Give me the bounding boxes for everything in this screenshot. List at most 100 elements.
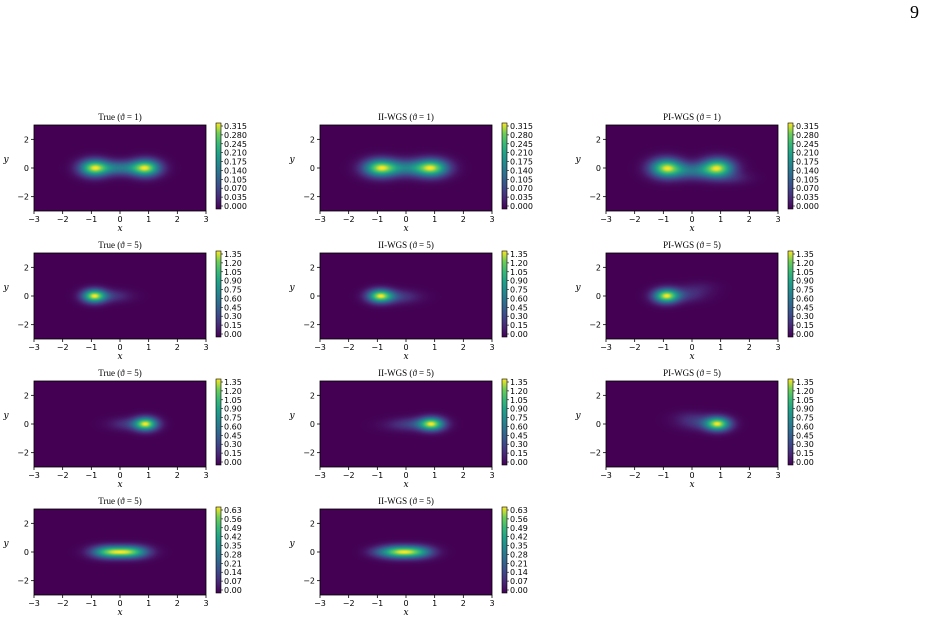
- colorbar-tick-label: 0.75: [510, 414, 528, 423]
- x-axis-label: x: [689, 224, 694, 234]
- colorbar-tick-label: 0.56: [510, 515, 528, 524]
- colorbar-tick-label: 0.035: [796, 193, 819, 202]
- colorbar-tick-label: 0.63: [510, 506, 528, 515]
- x-tick-label: 0: [117, 471, 122, 480]
- colorbar-tick-label: 0.45: [796, 303, 814, 312]
- y-axis-label: y: [574, 155, 581, 165]
- colorbar-tick-label: 0.35: [510, 542, 528, 551]
- x-tick-label: 2: [175, 471, 180, 480]
- y-axis-label: y: [574, 283, 581, 293]
- colorbar-tick-label: 0.15: [796, 449, 814, 458]
- x-axis-label: x: [117, 352, 122, 362]
- colorbar-tick-label: 1.20: [224, 387, 242, 396]
- colorbar-tick-label: 0.245: [510, 140, 533, 149]
- x-tick-label: −1: [657, 343, 669, 352]
- x-tick-label: 0: [689, 343, 694, 352]
- colorbar-tick-label: 1.05: [224, 396, 242, 405]
- x-tick-label: −1: [371, 471, 383, 480]
- x-tick-label: −3: [600, 215, 612, 224]
- colorbar-tick-label: 1.20: [796, 387, 814, 396]
- y-tick-label: 2: [596, 135, 601, 144]
- colorbar-tick-label: 0.210: [796, 149, 819, 158]
- x-tick-label: 2: [461, 471, 466, 480]
- y-tick-label: 0: [24, 420, 29, 429]
- colorbar-tick-label: 0.315: [224, 122, 247, 131]
- colorbar-tick-label: 0.245: [224, 140, 247, 149]
- heatmap-panel: True (ϑ = 5) −3 −2 −1 0 1 2 3 2 0 −2 x y 1.351.201.05…: [2, 240, 241, 362]
- x-tick-label: −2: [57, 343, 69, 352]
- y-axis-label: y: [574, 411, 581, 421]
- x-tick-label: −3: [28, 599, 40, 608]
- y-tick-label: −2: [17, 193, 29, 202]
- colorbar-tick-label: 0.315: [510, 122, 533, 131]
- colorbar-tick-label: 0.280: [510, 131, 533, 140]
- colorbar-tick-label: 0.140: [510, 166, 533, 175]
- y-tick-label: −2: [303, 193, 315, 202]
- panel-title: True (ϑ = 5): [98, 240, 141, 250]
- colorbar-tick-label: 0.245: [796, 140, 819, 149]
- x-tick-label: 3: [489, 599, 494, 608]
- colorbar-tick-label: 0.00: [796, 330, 814, 339]
- colorbar-tick-label: 0.45: [224, 303, 242, 312]
- y-tick-label: 0: [596, 164, 601, 173]
- x-tick-label: −3: [314, 471, 326, 480]
- x-axis-label: x: [403, 352, 408, 362]
- y-tick-label: −2: [17, 449, 29, 458]
- x-tick-label: 2: [747, 215, 752, 224]
- x-tick-label: 1: [432, 215, 437, 224]
- x-tick-label: −3: [28, 215, 40, 224]
- colorbar-tick-label: 0.140: [224, 166, 247, 175]
- x-tick-label: −1: [85, 215, 97, 224]
- heatmap-panel: True (ϑ = 5) −3 −2 −1 0 1 2 3 2 0 −2 x y 1.351.201.05…: [2, 368, 241, 490]
- colorbar-tick-label: 0.00: [510, 458, 528, 467]
- y-axis-label: y: [288, 411, 295, 421]
- y-tick-label: 0: [596, 292, 601, 301]
- colorbar-tick-label: 0.15: [224, 449, 242, 458]
- colorbar-tick-label: 0.28: [510, 550, 528, 559]
- colorbar-tick-label: 1.35: [796, 250, 814, 259]
- x-tick-label: −2: [57, 471, 69, 480]
- colorbar-tick-label: 0.75: [224, 286, 242, 295]
- colorbar-tick-label: 0.60: [796, 294, 814, 303]
- x-tick-label: −2: [343, 215, 355, 224]
- colorbar-tick-label: 0.105: [796, 175, 819, 184]
- colorbar: [501, 250, 508, 338]
- colorbar-tick-label: 0.280: [796, 131, 819, 140]
- colorbar-tick-label: 0.280: [224, 131, 247, 140]
- y-tick-label: 2: [596, 391, 601, 400]
- x-tick-label: 3: [203, 599, 208, 608]
- y-tick-label: 2: [596, 263, 601, 272]
- heatmap-panel: True (ϑ = 1)−3 −2 −1 0 1 2 320−2xy0.3150.2800.…: [2, 112, 246, 234]
- density-heatmap: [606, 125, 778, 211]
- heatmap-panel: II-WGS (ϑ = 5) −3 −2 −1 0 1 2 3 2 0 −2 x y 1.351.201.…: [288, 368, 527, 490]
- colorbar-tick-label: 0.00: [224, 586, 242, 595]
- y-axis-label: y: [2, 411, 9, 421]
- x-tick-label: −1: [85, 599, 97, 608]
- colorbar-tick-label: 0.45: [224, 431, 242, 440]
- x-tick-label: −2: [343, 599, 355, 608]
- colorbar-tick-label: 0.75: [224, 414, 242, 423]
- colorbar-tick-label: 0.14: [224, 568, 242, 577]
- colorbar-tick-label: 0.070: [224, 184, 247, 193]
- x-tick-label: 3: [775, 215, 780, 224]
- colorbar: [215, 506, 222, 594]
- x-tick-label: 2: [747, 343, 752, 352]
- x-axis-label: x: [403, 480, 408, 490]
- colorbar-tick-label: 1.05: [224, 268, 242, 277]
- colorbar-tick-label: 0.00: [224, 330, 242, 339]
- x-tick-label: 2: [461, 599, 466, 608]
- density-heatmap: [606, 253, 778, 339]
- x-tick-label: −3: [314, 599, 326, 608]
- colorbar-tick-label: 1.05: [796, 396, 814, 405]
- colorbar-tick-label: 1.35: [510, 250, 528, 259]
- colorbar: [787, 378, 794, 466]
- y-tick-label: −2: [17, 321, 29, 330]
- colorbar-tick-label: 0.60: [796, 422, 814, 431]
- colorbar-tick-label: 0.30: [796, 440, 814, 449]
- x-tick-label: 1: [432, 599, 437, 608]
- colorbar-tick-label: 0.90: [224, 277, 242, 286]
- x-tick-label: 0: [403, 343, 408, 352]
- colorbar-tick-label: 0.45: [510, 431, 528, 440]
- heatmap-panel: II-WGS (ϑ = 1) −3 −2 −1 0 1 2 3 2 0 −2 x y 0.3150.280…: [288, 112, 532, 234]
- y-tick-label: 0: [24, 548, 29, 557]
